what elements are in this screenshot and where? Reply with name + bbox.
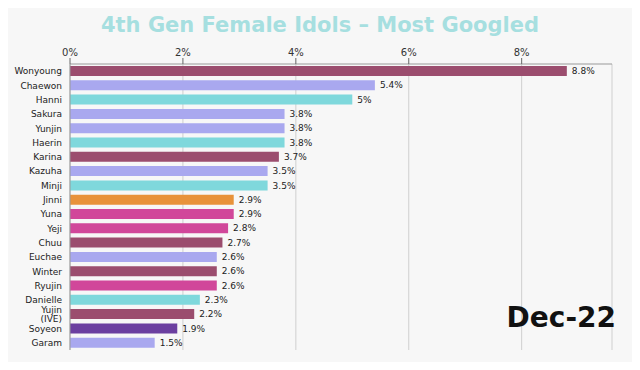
svg-text:Chuu: Chuu — [39, 238, 62, 248]
svg-text:Danielle: Danielle — [25, 295, 62, 305]
svg-text:1.5%: 1.5% — [160, 338, 183, 348]
svg-text:2.6%: 2.6% — [222, 281, 245, 291]
svg-text:Haerin: Haerin — [32, 138, 62, 148]
svg-text:Minji: Minji — [41, 181, 62, 191]
svg-text:Wonyoung: Wonyoung — [14, 66, 62, 76]
svg-text:2.6%: 2.6% — [222, 266, 245, 276]
svg-text:2.7%: 2.7% — [227, 238, 250, 248]
svg-text:2.9%: 2.9% — [239, 195, 262, 205]
svg-text:Hanni: Hanni — [36, 95, 62, 105]
svg-text:Winter: Winter — [32, 267, 62, 277]
svg-text:6%: 6% — [401, 47, 417, 58]
svg-text:2.3%: 2.3% — [205, 295, 228, 305]
svg-text:3.8%: 3.8% — [290, 109, 313, 119]
svg-text:Yuna: Yuna — [40, 209, 62, 219]
svg-text:2.2%: 2.2% — [199, 309, 222, 319]
svg-text:Soyeon: Soyeon — [29, 324, 62, 334]
svg-text:Ryujin: Ryujin — [35, 281, 63, 291]
svg-text:Yeji: Yeji — [46, 224, 62, 234]
svg-text:2.8%: 2.8% — [233, 223, 256, 233]
svg-text:Karina: Karina — [33, 152, 62, 162]
svg-text:Jinni: Jinni — [42, 195, 62, 205]
svg-text:Yunjin: Yunjin — [34, 124, 62, 134]
svg-text:8.8%: 8.8% — [572, 66, 595, 76]
svg-text:Yujin(IVE): Yujin(IVE) — [40, 305, 62, 324]
svg-text:1.9%: 1.9% — [182, 324, 205, 334]
svg-text:3.5%: 3.5% — [273, 166, 296, 176]
svg-text:2%: 2% — [175, 47, 191, 58]
svg-text:5%: 5% — [357, 95, 372, 105]
svg-text:0%: 0% — [62, 47, 78, 58]
svg-text:3.7%: 3.7% — [284, 152, 307, 162]
svg-text:8%: 8% — [514, 47, 530, 58]
svg-text:Kazuha: Kazuha — [29, 166, 62, 176]
svg-text:3.8%: 3.8% — [290, 123, 313, 133]
svg-text:3.8%: 3.8% — [290, 138, 313, 148]
html-text:Dec-22: Dec-22 — [506, 301, 616, 334]
svg-text:5.4%: 5.4% — [380, 80, 403, 90]
svg-text:2.9%: 2.9% — [239, 209, 262, 219]
svg-text:Chaewon: Chaewon — [20, 81, 62, 91]
html-text:4th Gen Female Idols – Most Go: 4th Gen Female Idols – Most Googled — [101, 13, 539, 37]
svg-text:Garam: Garam — [32, 338, 62, 348]
svg-text:Euchae: Euchae — [29, 252, 63, 262]
svg-text:2.6%: 2.6% — [222, 252, 245, 262]
svg-text:Sakura: Sakura — [31, 109, 62, 119]
svg-text:3.5%: 3.5% — [273, 181, 296, 191]
svg-text:4%: 4% — [288, 47, 304, 58]
